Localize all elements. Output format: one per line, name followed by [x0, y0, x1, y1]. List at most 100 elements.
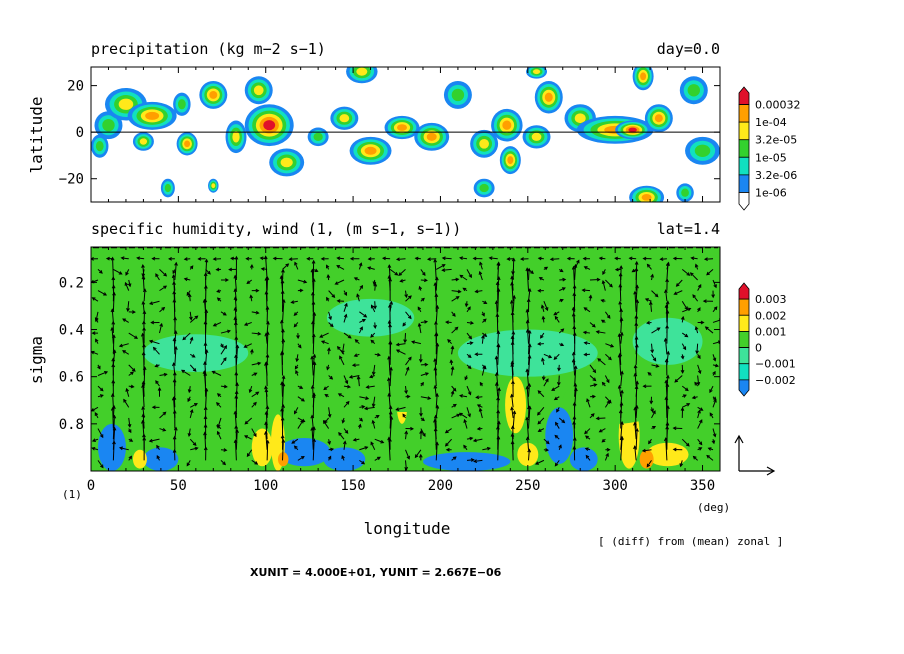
wind-vector: [474, 289, 483, 294]
wind-vector: [343, 332, 352, 339]
wind-vector: [681, 332, 689, 338]
wind-vector: [451, 277, 460, 282]
wind-vector: [646, 263, 652, 270]
wind-vector: [537, 417, 545, 425]
wind-vector: [466, 385, 472, 396]
wind-vector: [142, 310, 147, 323]
humidity-colorbar-label: 0.002: [755, 309, 787, 322]
precip-cell: [685, 136, 720, 165]
wind-vector: [249, 294, 254, 302]
wind-vector: [602, 269, 606, 276]
wind-vector: [159, 411, 167, 419]
wind-vector: [297, 385, 304, 389]
wind-vector: [172, 435, 177, 450]
humidity-patch: [545, 407, 574, 464]
wind-vector: [512, 294, 516, 312]
wind-vector: [246, 449, 253, 458]
wind-vector: [243, 343, 252, 348]
wind-vector: [506, 257, 514, 261]
wind-vector: [527, 405, 532, 429]
wind-vector: [435, 441, 439, 461]
wind-vector: [581, 288, 591, 293]
wind-vector: [481, 334, 485, 344]
wind-vector: [348, 375, 360, 379]
wind-vector: [690, 256, 698, 261]
wind-vector: [697, 307, 701, 313]
humidity-colorbar-label: 0.001: [755, 325, 787, 338]
wind-vector: [399, 278, 406, 283]
wind-vector: [359, 318, 367, 323]
wind-vector: [91, 406, 99, 412]
wind-vector: [420, 428, 426, 438]
wind-vector: [374, 352, 381, 357]
wind-vectors: [91, 255, 720, 471]
wind-vector: [510, 406, 514, 419]
wind-vector: [706, 269, 714, 276]
wind-vector: [326, 364, 330, 371]
wind-vector: [635, 427, 639, 450]
wind-vector: [159, 322, 163, 334]
wind-vector: [220, 343, 224, 349]
wind-vector: [249, 263, 254, 270]
wind-vector: [293, 445, 299, 451]
wind-vector: [583, 266, 591, 270]
wind-vector: [395, 342, 406, 347]
precip-cell: [346, 67, 378, 84]
humidity-y-ticks: 0.2 0.4 0.6 0.8: [59, 275, 720, 433]
wind-vector: [263, 255, 268, 281]
wind-vector: [264, 361, 269, 387]
wind-vector: [323, 385, 329, 391]
wind-vector: [183, 257, 191, 261]
wind-vector: [634, 385, 639, 408]
wind-vector: [336, 346, 345, 355]
wind-vector: [589, 277, 601, 282]
precip-cell: [414, 122, 450, 151]
wind-vector: [634, 404, 639, 418]
wind-vector: [353, 277, 360, 281]
wind-vector: [496, 343, 501, 365]
wind-vector: [235, 429, 239, 450]
wind-vector: [367, 266, 375, 270]
wind-vector: [588, 294, 593, 302]
wind-vector: [297, 279, 308, 284]
precip-cell: [629, 185, 665, 202]
wind-vector: [466, 436, 474, 441]
wind-vector: [337, 393, 345, 398]
wind-vector: [395, 349, 406, 355]
wind-vector: [496, 330, 501, 344]
wind-vector: [264, 332, 269, 344]
wind-vector: [697, 364, 702, 375]
wind-vector: [648, 301, 653, 312]
wind-vector: [572, 420, 576, 440]
wind-vector: [664, 437, 668, 461]
wind-vector: [435, 404, 440, 419]
wind-vector: [186, 290, 191, 296]
humidity-colorbar-swatch: [738, 314, 750, 332]
wind-vector: [558, 268, 564, 273]
precip-cell: [127, 101, 177, 130]
wind-vector: [525, 267, 530, 291]
wind-vector: [264, 410, 269, 429]
humidity-y-tick-label: 0.4: [59, 323, 84, 339]
humidity-patch: [132, 449, 147, 469]
wind-vector: [294, 364, 299, 370]
precip-colorbar-label: 1e-06: [755, 186, 787, 199]
humidity-x-tick-label: 100: [253, 478, 278, 494]
wind-vector: [420, 320, 429, 324]
wind-vector: [447, 338, 452, 345]
wind-vector: [168, 256, 175, 261]
wind-vector: [97, 269, 103, 274]
wind-vector: [359, 417, 364, 422]
wind-vector: [681, 385, 689, 392]
wind-vector: [110, 326, 115, 344]
zonal-diff-note: [ (diff) from (mean) zonal ]: [598, 535, 783, 548]
wind-vector: [598, 428, 606, 433]
wind-vector: [589, 322, 596, 328]
precip-y-ticks: 20 0 −20: [59, 67, 721, 202]
wind-vector: [310, 426, 315, 450]
wind-vector: [215, 267, 222, 272]
wind-vector: [234, 336, 239, 355]
wind-vector: [159, 269, 168, 277]
wind-vector: [111, 379, 116, 397]
wind-vector: [589, 375, 597, 382]
